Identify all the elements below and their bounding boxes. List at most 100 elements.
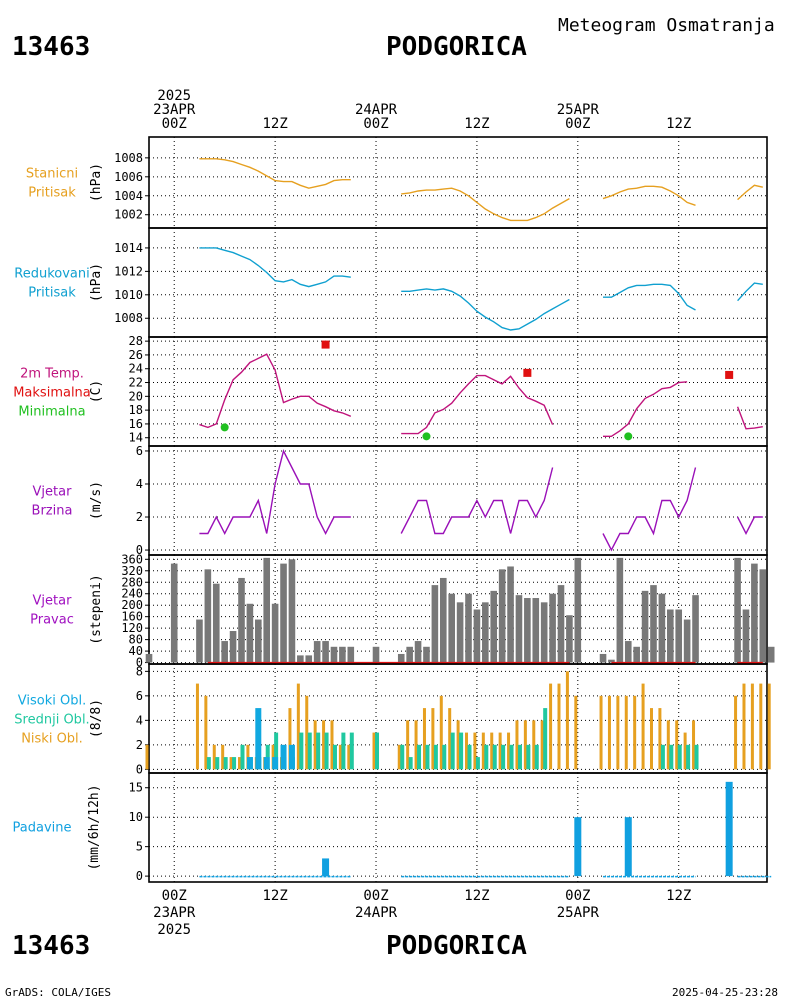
cloud-low-bar (338, 744, 342, 770)
cloud-low-bar (507, 732, 511, 770)
panel-label-wind_direction: Vjetar (33, 594, 73, 609)
ylabel-wind_speed: (m/s) (89, 481, 104, 520)
cloud-low-bar (422, 708, 426, 770)
cloud-high-bar (272, 757, 279, 770)
ytick-label: 1002 (114, 208, 143, 222)
cloud-low-bar (767, 683, 771, 770)
time-label-top: 00Z (565, 116, 590, 132)
cloud-low-bar (221, 744, 225, 770)
series-line-pressure_reduced (603, 283, 696, 311)
cloud-low-bar (296, 683, 300, 770)
cloud-low-bar (624, 695, 628, 770)
wind-dir-bar (734, 557, 741, 663)
cloud-mid-bar (433, 744, 438, 770)
cloud-mid-bar (660, 744, 665, 770)
series-line-pressure_station (199, 158, 351, 189)
cloud-mid-bar (232, 757, 237, 770)
ylabel-pressure_station: (hPa) (89, 163, 104, 202)
cloud-low-bar (666, 720, 670, 770)
cloud-mid-bar (332, 744, 337, 770)
ytick-label: 240 (121, 587, 143, 601)
wind-dir-bar (641, 590, 649, 663)
cloud-mid-bar (240, 744, 245, 770)
cloud-high-bar (263, 757, 270, 770)
cloud-mid-bar (492, 744, 497, 770)
cloud-mid-bar (475, 757, 480, 770)
wind-dir-bar (498, 569, 506, 663)
cloud-mid-bar (324, 732, 329, 770)
panel-label-wind_speed: Vjetar (33, 485, 73, 500)
cloud-low-bar (347, 744, 351, 770)
cloud-low-bar (607, 695, 611, 770)
series-line-wind_speed (602, 467, 697, 552)
time-label-bottom: 24APR (355, 905, 398, 921)
cloud-mid-bar (450, 732, 455, 770)
wind-dir-bar (608, 659, 615, 663)
cloud-mid-bar (274, 732, 279, 770)
wind-dir-bar (751, 563, 758, 663)
panel-label-pressure_reduced: Pritisak (28, 286, 76, 301)
ytick-label: 22 (129, 376, 143, 390)
cloud-low-bar (616, 695, 620, 770)
station-name-bottom: PODGORICA (386, 931, 527, 961)
ytick-label: 2 (136, 738, 143, 752)
cloud-low-bar (565, 671, 569, 770)
cloud-mid-bar (442, 744, 447, 770)
ytick-label: 1008 (114, 311, 143, 325)
panel-frame-wind_speed (148, 445, 768, 556)
tmax-marker (523, 368, 532, 377)
cloud-low-bar (742, 683, 746, 770)
wind-dir-bar (372, 646, 380, 663)
time-label-bottom: 25APR (557, 905, 600, 921)
cloud-low-bar (574, 695, 578, 770)
panel-frame-pressure_reduced (148, 227, 768, 338)
ytick-label: 40 (129, 644, 143, 658)
cloud-mid-bar (299, 732, 304, 770)
cloud-mid-bar (375, 732, 380, 770)
cloud-mid-bar (677, 744, 682, 770)
wind-dir-bar (431, 585, 439, 663)
wind-dir-bar (271, 603, 279, 663)
panel-label-precipitation: Padavine (13, 821, 72, 836)
wind-dir-bar (204, 569, 212, 663)
cloud-low-bar (456, 720, 460, 770)
ytick-label: 18 (129, 403, 143, 417)
wind-dir-bar (397, 653, 405, 663)
series-line-temperature (603, 381, 688, 437)
time-label-bottom: 12Z (262, 888, 287, 904)
cloud-mid-bar (501, 744, 506, 770)
cloud-mid-bar (484, 744, 489, 770)
time-label-top: 12Z (262, 116, 287, 132)
timestamp-text: 2025-04-25-23:28 (672, 986, 778, 999)
panel-label-wind_direction: Pravac (30, 613, 74, 628)
precip-bar (322, 858, 330, 877)
cloud-mid-bar (526, 744, 531, 770)
cloud-low-bar (229, 757, 233, 770)
wind-dir-bar (507, 566, 514, 663)
wind-dir-bar (246, 603, 254, 663)
cloud-low-bar (237, 757, 241, 770)
cloud-low-bar (523, 720, 527, 770)
wind-dir-bar (347, 646, 355, 663)
station-id-top: 13463 (12, 32, 90, 62)
wind-dir-bar (515, 595, 523, 663)
tmin-marker (422, 432, 431, 441)
cloud-low-bar (406, 720, 410, 770)
wind-dir-bar (490, 590, 498, 663)
cloud-high-bar (280, 744, 287, 770)
precip-bar (725, 781, 733, 877)
ylabel-pressure_reduced: (hPa) (89, 263, 104, 302)
station-id-bottom: 13463 (12, 931, 90, 961)
series-line-pressure_station (737, 184, 763, 201)
ytick-label: 360 (121, 552, 143, 566)
tmax-marker (725, 370, 734, 379)
wind-dir-bar (414, 641, 422, 663)
panel-frame-precipitation (148, 772, 768, 883)
panel-label-temperature: 2m Temp. (20, 367, 84, 382)
ytick-label: 6 (136, 444, 143, 458)
ytick-label: 160 (121, 610, 143, 624)
time-label-bottom: 23APR (153, 905, 196, 921)
ytick-label: 200 (121, 598, 143, 612)
ytick-label: 1006 (114, 170, 143, 184)
cloud-low-bar (557, 683, 561, 770)
